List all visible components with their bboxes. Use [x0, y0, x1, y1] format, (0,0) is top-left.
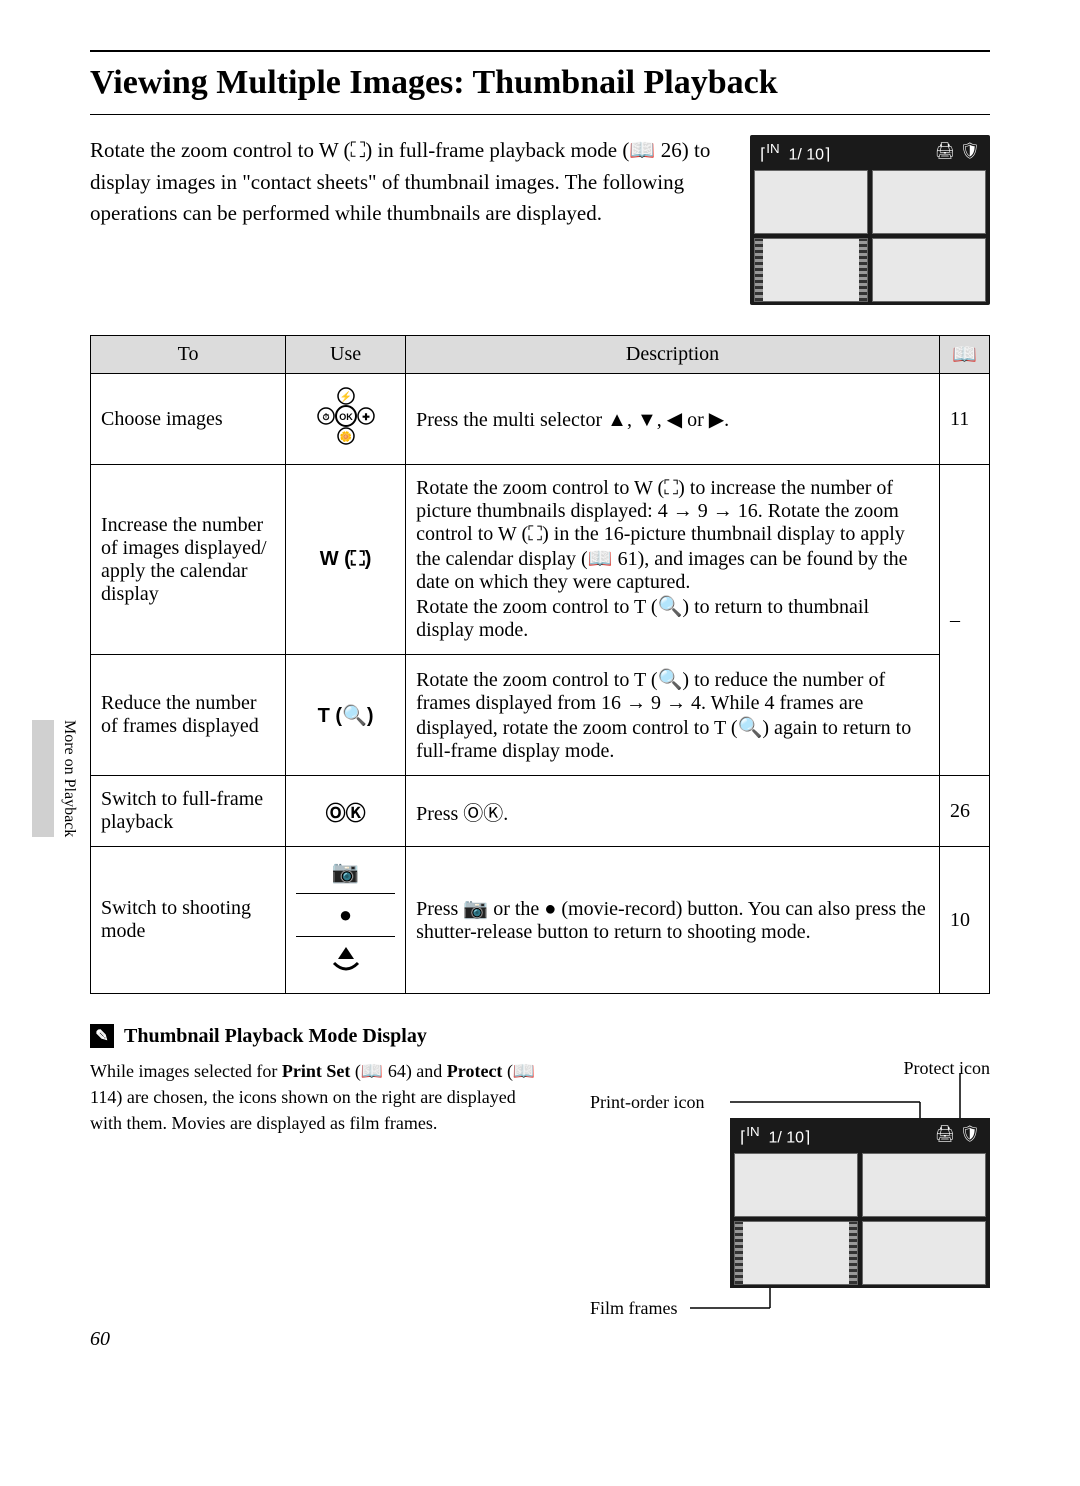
cell-desc: Rotate the zoom control to W (⛶) to incr… [406, 465, 940, 655]
svg-text:⏱: ⏱ [322, 412, 329, 422]
cell-page: 10 [940, 847, 990, 994]
cell-desc: Press the multi selector ▲, ▼, ◀ or ▶. [406, 374, 940, 465]
thumbnail-cell [754, 170, 868, 234]
cell-to: Choose images [91, 374, 286, 465]
svg-text:OK: OK [339, 412, 353, 422]
thumbnail-cell-film [754, 238, 868, 302]
annotated-diagram: Protect icon Print-order icon ⌈IN 1/ 10⌉… [570, 1058, 990, 1318]
thumbnail-cell [734, 1153, 858, 1217]
note-icon: ✎ [90, 1024, 114, 1048]
lcd-counter: 1/ 10 [768, 1129, 804, 1146]
cell-desc: Rotate the zoom control to T (🔍) to redu… [406, 655, 940, 776]
page-number: 60 [90, 1328, 990, 1351]
cell-use: 📷 ● [286, 847, 406, 994]
svg-text:🌼: 🌼 [339, 430, 351, 443]
lcd-counter: 1/ 10 [788, 146, 824, 163]
multi-selector-icon: OK ⚡ 🌼 ⏱ ✚ [316, 386, 376, 446]
thumbnail-cell [862, 1221, 986, 1285]
cell-to: Switch to shooting mode [91, 847, 286, 994]
record-icon: ● [339, 902, 352, 928]
thumbnail-cell [872, 238, 986, 302]
lcd-in-label: IN [766, 141, 779, 156]
col-desc: Description [406, 336, 940, 374]
col-page: 📖 [940, 336, 990, 374]
lcd-in-label: IN [746, 1124, 759, 1139]
cell-page: 26 [940, 776, 990, 847]
page-title: Viewing Multiple Images: Thumbnail Playb… [90, 50, 990, 115]
intro-paragraph: Rotate the zoom control to W (⛶) in full… [90, 135, 730, 230]
cell-to: Switch to full-frame playback [91, 776, 286, 847]
shutter-icon [326, 945, 366, 981]
col-use: Use [286, 336, 406, 374]
note-title: Thumbnail Playback Mode Display [124, 1025, 427, 1048]
thumbnail-cell [872, 170, 986, 234]
label-film: Film frames [590, 1298, 678, 1319]
svg-text:✚: ✚ [362, 412, 370, 422]
thumbnail-cell [862, 1153, 986, 1217]
col-to: To [91, 336, 286, 374]
cell-page: 11 [940, 374, 990, 465]
cell-use: ⓄⓀ [286, 776, 406, 847]
note-text: While images selected for Print Set (📖 6… [90, 1058, 550, 1136]
svg-text:⚡: ⚡ [339, 390, 351, 403]
cell-use: W (⛶) [286, 465, 406, 655]
shooting-icons: 📷 ● [296, 859, 395, 981]
thumbnail-cell-film [734, 1221, 858, 1285]
operations-table: To Use Description 📖 Choose images OK ⚡ … [90, 335, 990, 994]
cell-use: OK ⚡ 🌼 ⏱ ✚ [286, 374, 406, 465]
camera-icon: 📷 [332, 859, 359, 885]
cell-desc: Press ⓄⓀ. [406, 776, 940, 847]
side-tab: More on Playback [32, 720, 78, 837]
lcd-preview-top: ⌈IN 1/ 10⌉ 🖨 🛡 [750, 135, 990, 305]
protect-print-icons: 🖨 🛡 [935, 1124, 980, 1147]
cell-to: Increase the number of images displayed/… [91, 465, 286, 655]
protect-icon: 🖨 🛡 [935, 141, 980, 164]
cell-desc: Press 📷 or the ● (movie-record) button. … [406, 847, 940, 994]
cell-to: Reduce the number of frames displayed [91, 655, 286, 776]
cell-use: T (🔍) [286, 655, 406, 776]
cell-page: – [940, 465, 990, 776]
